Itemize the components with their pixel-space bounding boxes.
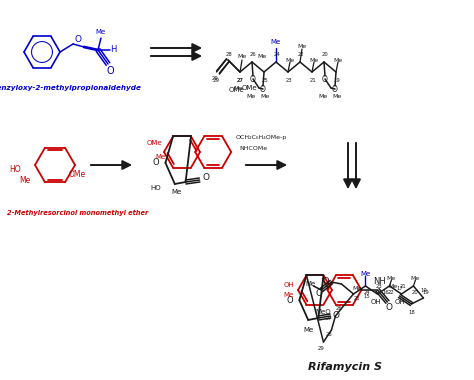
Text: 25: 25 (262, 78, 268, 82)
Text: Me: Me (297, 43, 307, 49)
Text: 19: 19 (334, 78, 340, 82)
Text: OMe: OMe (146, 140, 162, 146)
Text: OH: OH (394, 299, 405, 305)
Text: O: O (260, 86, 266, 95)
Text: O: O (74, 35, 82, 44)
Text: 27: 27 (237, 78, 244, 82)
Text: 22: 22 (298, 52, 304, 57)
Text: 21: 21 (310, 78, 316, 82)
Text: O: O (106, 66, 114, 76)
Text: 19: 19 (420, 288, 427, 293)
Text: NH: NH (373, 277, 386, 287)
Text: Me: Me (305, 281, 315, 287)
Text: Me: Me (310, 57, 319, 62)
Text: Me: Me (284, 292, 294, 298)
Text: Me: Me (360, 271, 371, 277)
Text: O: O (332, 86, 338, 95)
Text: Me: Me (237, 54, 246, 59)
Text: 17: 17 (396, 285, 403, 290)
Text: Me: Me (156, 154, 166, 160)
Text: 29: 29 (318, 345, 325, 350)
Text: 23: 23 (376, 283, 383, 288)
Text: 25: 25 (354, 296, 361, 301)
Text: O: O (153, 158, 159, 167)
Text: 3-Benzyloxy-2-methylpropionaldehyde: 3-Benzyloxy-2-methylpropionaldehyde (0, 85, 141, 91)
Text: OH: OH (283, 282, 294, 288)
Text: Me: Me (411, 276, 420, 280)
Text: 2-Methylresorcinol monomethyl ether: 2-Methylresorcinol monomethyl ether (7, 210, 148, 216)
Text: 29: 29 (211, 76, 219, 81)
Text: HO: HO (150, 185, 161, 191)
Text: 23: 23 (286, 78, 292, 82)
Text: 26: 26 (336, 306, 343, 310)
Text: O: O (250, 76, 256, 84)
Text: Me: Me (353, 285, 362, 290)
Text: 26: 26 (250, 52, 256, 57)
Text: Rifamycin S: Rifamycin S (308, 362, 382, 372)
Text: Me: Me (389, 283, 398, 288)
Text: O: O (386, 304, 393, 312)
Text: NHCOMe: NHCOMe (239, 146, 267, 150)
Text: Me: Me (285, 57, 295, 62)
Text: 24: 24 (273, 52, 281, 57)
Text: O: O (333, 312, 340, 320)
Text: 18: 18 (408, 309, 415, 315)
Text: 19: 19 (422, 290, 429, 294)
Text: Me: Me (96, 29, 106, 35)
Text: O: O (316, 290, 323, 299)
Text: 27: 27 (237, 78, 243, 82)
Text: Me: Me (257, 54, 266, 59)
Text: Me: Me (387, 276, 396, 280)
Text: O: O (323, 277, 329, 287)
Text: Me: Me (172, 189, 182, 195)
Text: 20: 20 (322, 52, 328, 57)
Text: OMe: OMe (228, 87, 244, 93)
Text: Me: Me (271, 39, 281, 45)
Text: OCH₂C₆H₄OMe-p: OCH₂C₆H₄OMe-p (235, 136, 286, 141)
Text: Me: Me (246, 93, 255, 98)
Text: 28: 28 (226, 52, 232, 57)
Text: 21: 21 (400, 283, 407, 288)
Text: OH: OH (370, 299, 381, 305)
Text: Me: Me (332, 93, 342, 98)
Text: 16: 16 (382, 290, 389, 294)
Text: Me: Me (319, 93, 328, 98)
Text: O: O (287, 296, 293, 305)
Text: Me: Me (20, 176, 31, 185)
Text: O: O (322, 76, 328, 84)
Text: O: O (202, 174, 209, 182)
Text: HO: HO (9, 165, 21, 174)
Text: OMe: OMe (242, 85, 258, 91)
Text: 28: 28 (326, 331, 333, 337)
Text: Me: Me (333, 57, 343, 62)
Text: Me: Me (260, 93, 270, 98)
Text: 24: 24 (364, 290, 371, 294)
Text: Me: Me (303, 327, 313, 333)
Text: 27: 27 (326, 315, 333, 320)
Text: MeO: MeO (316, 309, 331, 315)
Text: 29: 29 (212, 78, 219, 82)
Text: 15: 15 (364, 293, 370, 299)
Text: H: H (110, 46, 116, 54)
Text: OMe: OMe (69, 170, 86, 179)
Text: 20: 20 (412, 290, 419, 294)
Text: Me: Me (233, 86, 243, 90)
Text: 22: 22 (388, 290, 395, 294)
